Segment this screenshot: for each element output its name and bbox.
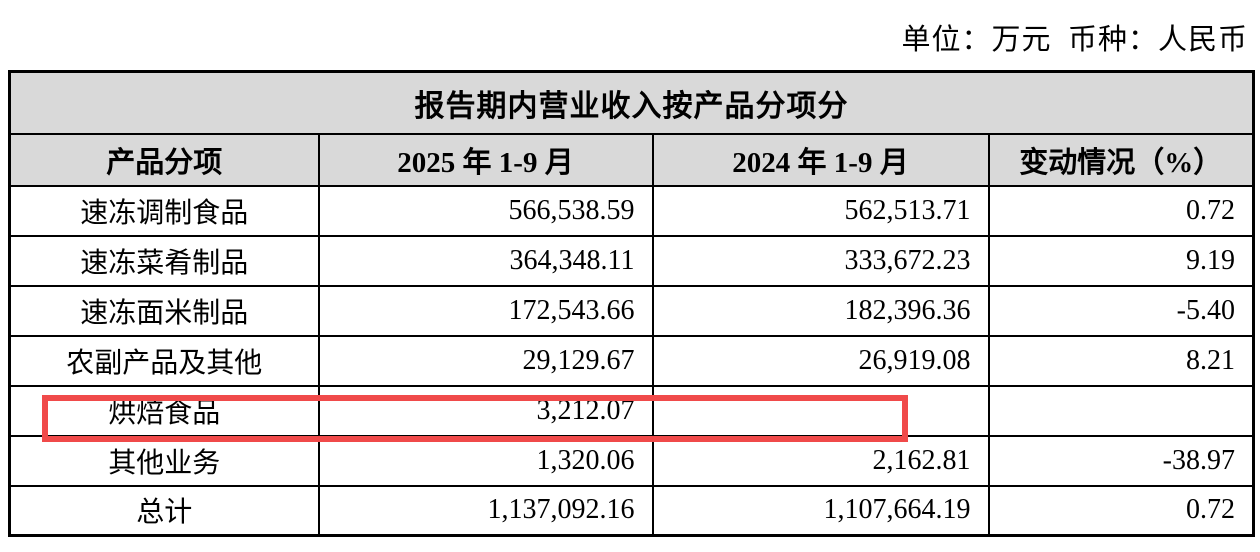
cell-change: 8.21 (987, 334, 1255, 387)
col-header-2024: 2024 年 1-9 月 (651, 132, 990, 187)
cell-2025: 172,543.66 (317, 284, 654, 337)
table-row: 其他业务 1,320.06 2,162.81 -38.97 (8, 434, 1255, 487)
col-header-2025: 2025 年 1-9 月 (317, 132, 654, 187)
cell-2024: 1,107,664.19 (651, 484, 990, 537)
table-row: 速冻面米制品 172,543.66 182,396.36 -5.40 (8, 284, 1255, 337)
cell-product: 烘焙食品 (8, 384, 320, 437)
cell-2024: 2,162.81 (651, 434, 990, 487)
col-header-change: 变动情况（%） (987, 132, 1255, 187)
cell-product: 其他业务 (8, 434, 320, 487)
cell-change (987, 384, 1255, 437)
cell-2024 (651, 384, 990, 437)
cell-2025: 3,212.07 (317, 384, 654, 437)
table-row-highlighted: 烘焙食品 3,212.07 (8, 384, 1255, 437)
revenue-by-product-table: 报告期内营业收入按产品分项分 产品分项 2025 年 1-9 月 2024 年 … (8, 70, 1255, 537)
cell-change: 9.19 (987, 234, 1255, 287)
table-title: 报告期内营业收入按产品分项分 (8, 70, 1255, 135)
cell-product: 速冻调制食品 (8, 184, 320, 237)
cell-2025: 566,538.59 (317, 184, 654, 237)
col-header-product: 产品分项 (8, 132, 320, 187)
cell-change: 0.72 (987, 184, 1255, 237)
table-header-row: 产品分项 2025 年 1-9 月 2024 年 1-9 月 变动情况（%） (8, 132, 1255, 187)
cell-2024: 333,672.23 (651, 234, 990, 287)
cell-change: -38.97 (987, 434, 1255, 487)
table-row: 速冻菜肴制品 364,348.11 333,672.23 9.19 (8, 234, 1255, 287)
table-row-total: 总计 1,137,092.16 1,107,664.19 0.72 (8, 484, 1255, 537)
cell-product: 总计 (8, 484, 320, 537)
table-row: 农副产品及其他 29,129.67 26,919.08 8.21 (8, 334, 1255, 387)
cell-change: 0.72 (987, 484, 1255, 537)
cell-2025: 29,129.67 (317, 334, 654, 387)
unit-note: 单位：万元 币种：人民币 (901, 24, 1248, 56)
cell-2025: 1,137,092.16 (317, 484, 654, 537)
cell-2024: 562,513.71 (651, 184, 990, 237)
cell-product: 农副产品及其他 (8, 334, 320, 387)
cell-2024: 26,919.08 (651, 334, 990, 387)
cell-2025: 1,320.06 (317, 434, 654, 487)
cell-change: -5.40 (987, 284, 1255, 337)
cell-product: 速冻菜肴制品 (8, 234, 320, 287)
table-row: 速冻调制食品 566,538.59 562,513.71 0.72 (8, 184, 1255, 237)
cell-2025: 364,348.11 (317, 234, 654, 287)
cell-product: 速冻面米制品 (8, 284, 320, 337)
table-title-row: 报告期内营业收入按产品分项分 (8, 70, 1255, 135)
cell-2024: 182,396.36 (651, 284, 990, 337)
